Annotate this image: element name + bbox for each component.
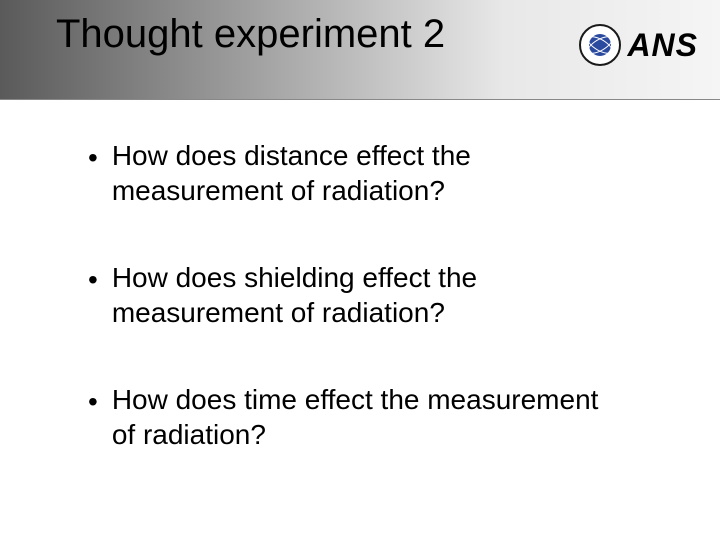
bullet-text: How does time effect the measurement of … [112,382,612,452]
atom-icon [589,34,611,56]
bullet-item: • How does distance effect the measureme… [88,138,660,208]
bullet-icon: • [88,140,98,175]
slide-title: Thought experiment 2 [56,12,445,57]
header-bar: Thought experiment 2 ANS [0,0,720,100]
bullet-icon: • [88,384,98,419]
bullet-item: • How does time effect the measurement o… [88,382,660,452]
bullet-icon: • [88,262,98,297]
bullet-text: How does shielding effect the measuremen… [112,260,612,330]
ans-logo-text: ANS [627,27,698,64]
slide-content: • How does distance effect the measureme… [0,100,720,452]
bullet-item: • How does shielding effect the measurem… [88,260,660,330]
ans-seal-icon [579,24,621,66]
bullet-text: How does distance effect the measurement… [112,138,612,208]
ans-logo: ANS [579,24,698,66]
